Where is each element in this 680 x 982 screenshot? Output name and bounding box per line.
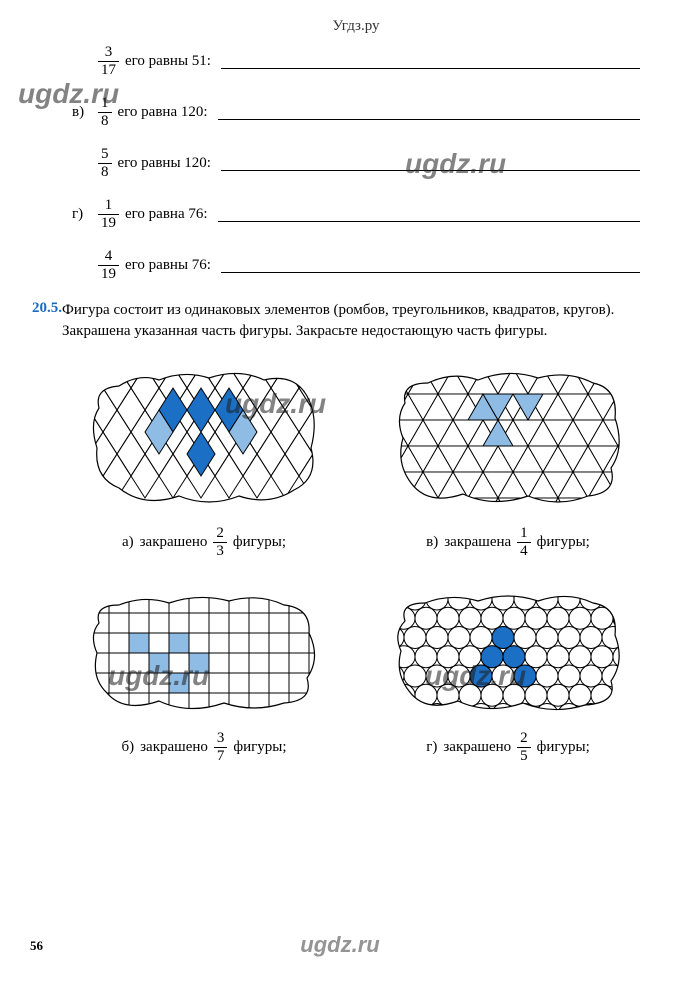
fraction: 119 (98, 198, 119, 231)
fraction: 419 (98, 249, 119, 282)
problem-header: 20.5. Фигура состоит из одинаковых элеме… (72, 300, 640, 342)
caption-g: г) закрашено 25 фигуры; (376, 731, 640, 764)
problem-text: Фигура состоит из одинаковых элементов (… (62, 300, 640, 342)
figure-v (393, 368, 623, 508)
exercise-text: его равны 120: (118, 155, 211, 172)
answer-blank[interactable] (221, 157, 640, 171)
exercise-row: 317 его равны 51: (72, 45, 640, 78)
figure-b (89, 593, 319, 713)
figure-a (89, 368, 319, 508)
watermark-bottom: ugdz.ru (300, 932, 379, 958)
figures-row-2 (72, 593, 640, 713)
figure-g (393, 593, 623, 713)
caption-row-1: а) закрашено 23 фигуры; в) закрашена 14 … (72, 526, 640, 559)
exercise-text: его равна 120: (118, 104, 208, 121)
caption-a: а) закрашено 23 фигуры; (72, 526, 336, 559)
exercise-text: его равны 51: (125, 53, 211, 70)
answer-blank[interactable] (221, 55, 640, 69)
exercise-row: в) 18 его равна 120: (72, 96, 640, 129)
exercise-row: г) 119 его равна 76: (72, 198, 640, 231)
figures-row-1 (72, 368, 640, 508)
answer-blank[interactable] (218, 208, 640, 222)
item-letter: в) (72, 104, 98, 121)
fraction: 18 (98, 96, 112, 129)
page-number: 56 (30, 938, 43, 954)
exercise-text: его равна 76: (125, 206, 208, 223)
fraction: 317 (98, 45, 119, 78)
answer-blank[interactable] (218, 106, 640, 120)
fraction: 58 (98, 147, 112, 180)
exercise-row: 58 его равны 120: (72, 147, 640, 180)
exercise-row: 419 его равны 76: (72, 249, 640, 282)
problem-number: 20.5. (32, 300, 62, 342)
answer-blank[interactable] (221, 259, 640, 273)
item-letter: г) (72, 206, 98, 223)
site-header: Угдз.ру (72, 18, 640, 35)
exercise-text: его равны 76: (125, 257, 211, 274)
caption-row-2: б) закрашено 37 фигуры; г) закрашено 25 … (72, 731, 640, 764)
caption-v: в) закрашена 14 фигуры; (376, 526, 640, 559)
caption-b: б) закрашено 37 фигуры; (72, 731, 336, 764)
